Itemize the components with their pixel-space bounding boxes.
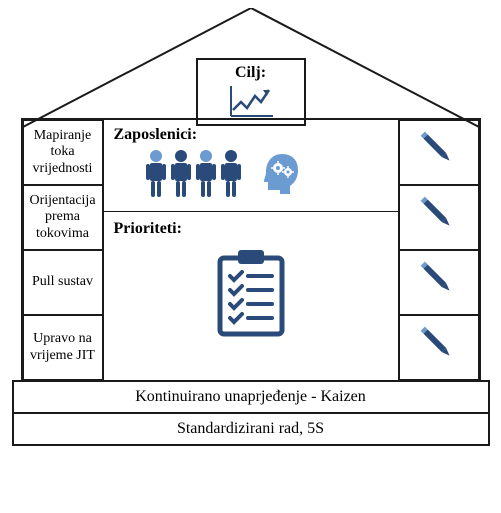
right-cell [399,185,479,250]
foundation: Kontinuirano unaprjeđenje - Kaizen Stand… [12,380,490,446]
left-label: Pull sustav [32,274,93,290]
left-cell-pull: Pull sustav [23,250,103,315]
right-cell [399,315,479,380]
right-pillar [399,120,481,380]
left-pillar: Mapiranje toka vrijednosti Orijentacija … [21,120,103,380]
thinking-head-icon [258,150,306,203]
left-cell-flow: Orijentacija prema tokovima [23,185,103,250]
priorities-label: Prioriteti: [114,220,388,238]
growth-chart-icon [198,84,304,123]
left-cell-vsm: Mapiranje toka vrijednosti [23,120,103,185]
employees-label: Zaposlenici: [114,126,388,144]
left-cell-jit: Upravo na vrijeme JIT [23,315,103,380]
right-cell [399,250,479,315]
pencil-icon [416,192,462,243]
pencil-icon [416,257,462,308]
employees-box: Zaposlenici: [104,120,398,212]
goal-label: Cilj: [198,64,304,82]
left-label: Mapiranje toka vrijednosti [26,128,100,176]
foundation-row-5s: Standardizirani rad, 5S [14,412,488,444]
foundation-label: Standardizirani rad, 5S [177,420,324,437]
priorities-box: Prioriteti: [104,212,398,380]
pencil-icon [416,322,462,373]
left-label: Orijentacija prema tokovima [26,193,100,241]
foundation-label: Kontinuirano unaprjeđenje - Kaizen [135,388,366,405]
center-column: Zaposlenici: [103,120,399,380]
goal-box: Cilj: [196,58,306,126]
checklist-icon [114,248,388,345]
body: Mapiranje toka vrijednosti Orijentacija … [21,118,481,380]
people-icon [144,148,244,205]
lean-house-diagram: Cilj: Mapiranje toka vrijednosti Orijent… [21,8,481,380]
pencil-icon [416,127,462,178]
right-cell [399,120,479,185]
foundation-row-kaizen: Kontinuirano unaprjeđenje - Kaizen [14,382,488,412]
roof: Cilj: [21,8,481,118]
left-label: Upravo na vrijeme JIT [26,331,100,363]
